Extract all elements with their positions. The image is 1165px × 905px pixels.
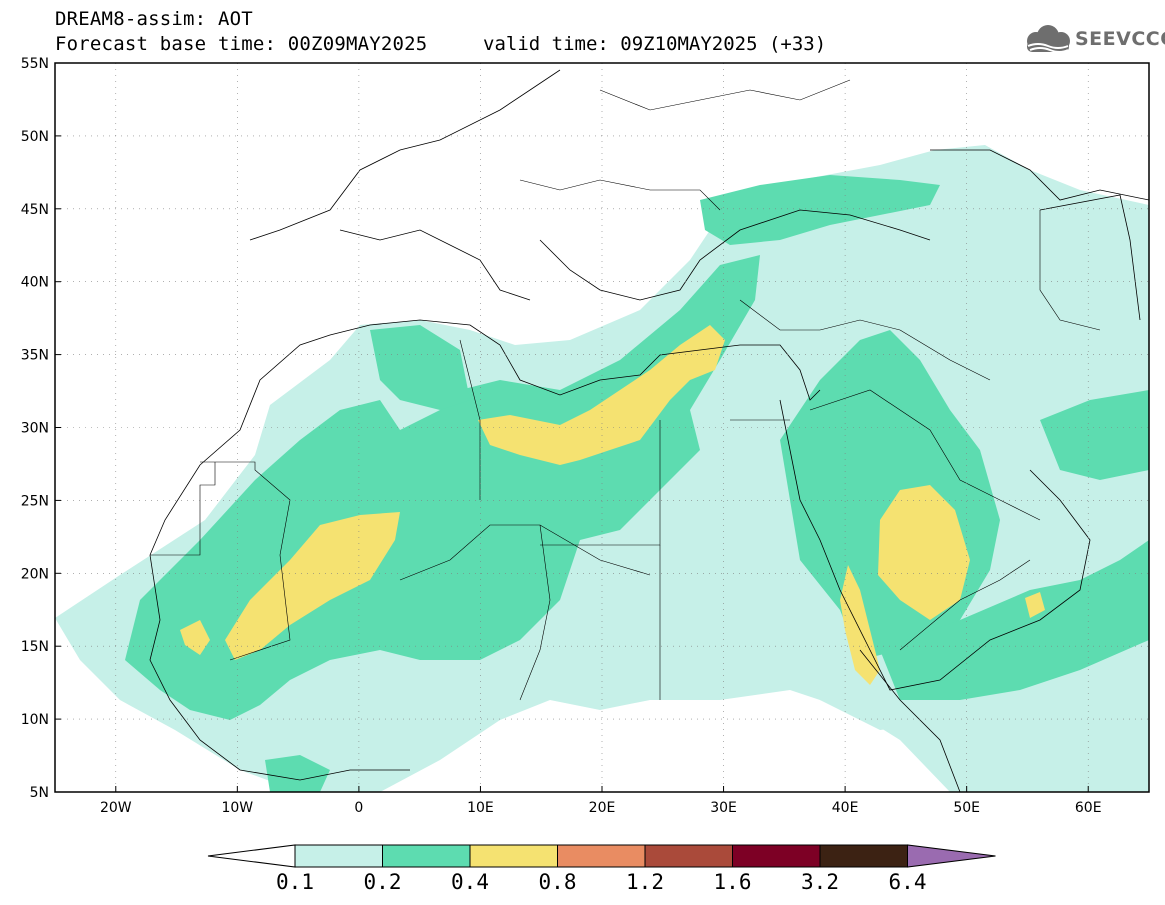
- lat-label: 15N: [21, 639, 49, 655]
- lat-label: 25N: [21, 493, 49, 509]
- lon-label: 10E: [467, 800, 494, 816]
- colorbar-segment: [644, 844, 733, 868]
- lat-label: 5N: [30, 785, 49, 801]
- colorbar-over-arrow: [907, 844, 996, 868]
- colorbar-label: 1.2: [626, 870, 664, 894]
- gridlines: [55, 63, 1149, 792]
- valid-time: valid time: 09Z10MAY2025 (+33): [483, 33, 827, 55]
- lon-label: 10W: [221, 800, 253, 816]
- colorbar-label: 0.8: [538, 870, 577, 894]
- colorbar-label: 1.6: [713, 870, 752, 894]
- lat-label: 30N: [21, 421, 49, 437]
- colorbar-segment: [382, 844, 471, 868]
- colorbar-segment: [819, 844, 908, 868]
- colorbar-label: 0.1: [276, 870, 314, 894]
- borders: [150, 79, 1101, 701]
- lat-label: 10N: [21, 712, 49, 728]
- coastlines: [149, 69, 1149, 792]
- lat-label: 45N: [21, 202, 49, 218]
- cloud-icon: [1027, 25, 1070, 53]
- forecast-base-time: Forecast base time: 00Z09MAY2025: [55, 33, 428, 55]
- colorbar-under-arrow: [207, 844, 296, 868]
- colorbar-segment: [469, 844, 558, 868]
- lon-label: 40E: [832, 800, 859, 816]
- lat-label: 35N: [21, 348, 49, 364]
- lon-label: 30E: [710, 800, 737, 816]
- lon-label: 50E: [953, 800, 980, 816]
- lat-label: 40N: [21, 275, 49, 291]
- lat-label: 20N: [21, 566, 49, 582]
- lon-label: 0: [354, 800, 363, 816]
- colorbar-segment: [732, 844, 821, 868]
- map-title: DREAM8-assim: AOT: [55, 8, 253, 30]
- lon-label: 20W: [100, 800, 132, 816]
- colorbar-segment: [557, 844, 646, 868]
- lon-label: 60E: [1075, 800, 1102, 816]
- aot-field: [55, 145, 1149, 792]
- lat-label: 55N: [21, 56, 49, 72]
- colorbar-label: 3.2: [801, 870, 839, 894]
- aot-layer-0.4: [180, 325, 1045, 685]
- colorbar-label: 0.2: [363, 870, 402, 894]
- colorbar-label: 6.4: [888, 870, 927, 894]
- lat-label: 50N: [21, 129, 49, 145]
- lon-label: 20E: [589, 800, 616, 816]
- logo-text: SEEVCCC: [1075, 28, 1165, 50]
- colorbar-segment: [294, 844, 383, 868]
- colorbar: [207, 844, 996, 868]
- axis-ticks: 20W 10W 0 10E 20E 30E 40E 50E 60E 55N 50N 45N 40N 35N…: [21, 56, 1102, 816]
- colorbar-label: 0.4: [451, 870, 489, 894]
